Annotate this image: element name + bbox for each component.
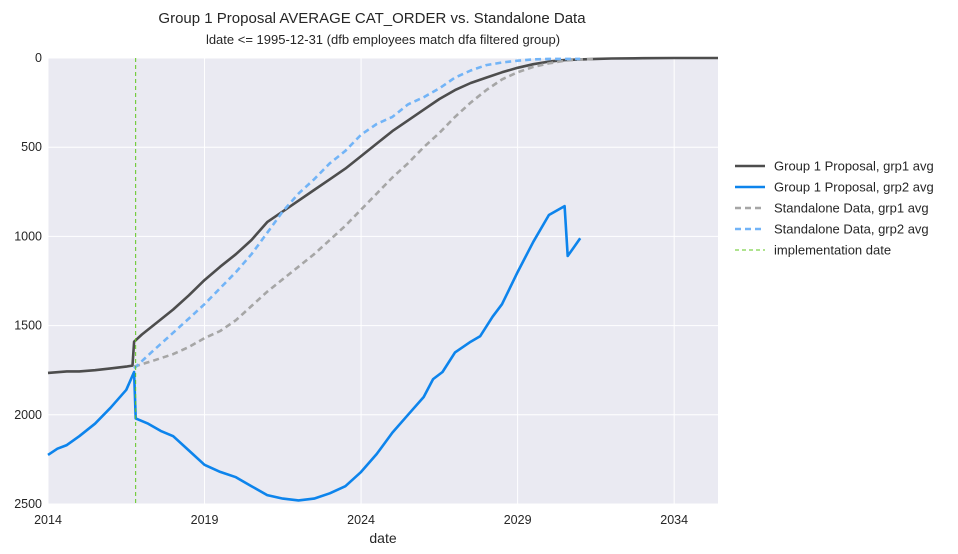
legend: Group 1 Proposal, grp1 avg Group 1 Propos…	[735, 159, 934, 258]
x-tick-labels: 2014 2019 2024 2029 2034	[34, 513, 688, 527]
y-tick-label: 2500	[14, 497, 42, 511]
x-tick-label: 2034	[660, 513, 688, 527]
x-tick-label: 2019	[191, 513, 219, 527]
legend-label: Group 1 Proposal, grp2 avg	[774, 180, 934, 195]
y-tick-labels: 0 500 1000 1500 2000 2500	[14, 51, 42, 511]
series-lines	[47, 56, 718, 502]
grid-lines	[47, 57, 718, 505]
x-axis-label: date	[369, 530, 396, 546]
legend-label: implementation date	[774, 243, 891, 258]
series-line-4	[133, 57, 581, 370]
plot-area	[48, 58, 718, 504]
y-tick-label: 0	[35, 51, 42, 65]
x-tick-label: 2024	[347, 513, 375, 527]
x-tick-label: 2029	[504, 513, 532, 527]
y-tick-label: 2000	[14, 408, 42, 422]
y-tick-label: 1000	[14, 229, 42, 243]
legend-label: Standalone Data, grp1 avg	[774, 201, 929, 216]
legend-label: Group 1 Proposal, grp1 avg	[774, 159, 934, 174]
series-line-3	[133, 57, 596, 368]
y-tick-label: 1500	[14, 319, 42, 333]
y-tick-label: 500	[21, 140, 42, 154]
chart-subtitle: ldate <= 1995-12-31 (dfb employees match…	[206, 32, 560, 47]
chart-title: Group 1 Proposal AVERAGE CAT_ORDER vs. S…	[158, 10, 586, 27]
series-line-1	[47, 56, 718, 375]
series-line-2	[47, 204, 582, 502]
x-tick-label: 2014	[34, 513, 62, 527]
legend-label: Standalone Data, grp2 avg	[774, 222, 929, 237]
